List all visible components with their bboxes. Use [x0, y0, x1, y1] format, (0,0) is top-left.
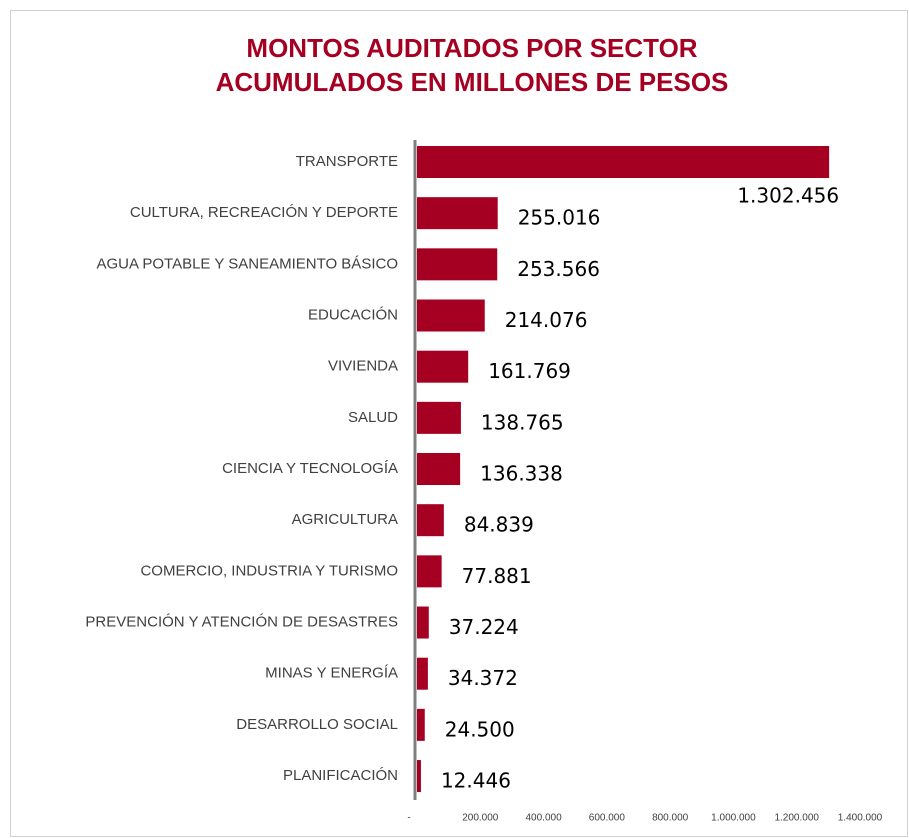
chart-frame	[10, 10, 908, 837]
bar	[417, 555, 442, 588]
x-tick-label: 1.400.000	[838, 813, 883, 824]
bar	[417, 299, 485, 332]
value-label: 24.500	[445, 717, 515, 741]
value-label: 161.769	[488, 359, 571, 383]
y-tick-label: MINAS Y ENERGÍA	[265, 665, 398, 682]
x-tick-label: 800.000	[652, 813, 689, 824]
x-tick-label: 600.000	[589, 813, 626, 824]
bar	[417, 248, 498, 281]
bar	[417, 401, 461, 434]
value-label: 136.338	[480, 462, 563, 486]
x-tick-label: 200.000	[462, 813, 499, 824]
y-tick-label: CULTURA, RECREACIÓN Y DEPORTE	[130, 204, 398, 221]
chart-title: MONTOS AUDITADOS POR SECTOR	[246, 33, 697, 63]
y-tick-label: EDUCACIÓN	[308, 306, 398, 323]
bar	[417, 453, 461, 486]
y-tick-label: COMERCIO, INDUSTRIA Y TURISMO	[140, 562, 398, 579]
value-label: 84.839	[464, 513, 534, 537]
bar	[417, 657, 428, 690]
value-label: 37.224	[449, 615, 519, 639]
y-tick-label: VIVIENDA	[328, 358, 398, 375]
y-tick-label: DESARROLLO SOCIAL	[236, 716, 398, 733]
bar	[417, 197, 498, 230]
value-label: 77.881	[462, 564, 532, 588]
x-tick-label: 1.200.000	[774, 813, 819, 824]
x-tick-label: -	[407, 813, 410, 824]
y-tick-label: CIENCIA Y TECNOLOGÍA	[222, 460, 398, 477]
bar	[417, 708, 425, 741]
y-tick-label: TRANSPORTE	[296, 153, 398, 170]
bar	[417, 504, 444, 537]
value-label: 12.446	[441, 769, 511, 793]
value-label: 214.076	[505, 308, 588, 332]
value-label: 1.302.456	[737, 184, 839, 208]
y-tick-label: PLANIFICACIÓN	[283, 767, 398, 784]
value-label: 255.016	[518, 206, 601, 230]
x-tick-label: 400.000	[525, 813, 562, 824]
bar	[417, 146, 830, 178]
y-tick-label: SALUD	[348, 409, 398, 426]
bar	[417, 350, 469, 383]
value-label: 34.372	[448, 666, 518, 690]
bar	[417, 606, 429, 639]
y-tick-label: AGRICULTURA	[292, 511, 398, 528]
y-tick-label: PREVENCIÓN Y ATENCIÓN DE DESASTRES	[85, 613, 398, 630]
x-tick-label: 1.000.000	[711, 813, 756, 824]
bar	[417, 760, 421, 793]
chart-title: ACUMULADOS EN MILLONES DE PESOS	[216, 67, 729, 97]
y-tick-label: AGUA POTABLE Y SANEAMIENTO BÁSICO	[97, 255, 399, 272]
value-label: 253.566	[517, 257, 600, 281]
value-label: 138.765	[481, 410, 564, 434]
